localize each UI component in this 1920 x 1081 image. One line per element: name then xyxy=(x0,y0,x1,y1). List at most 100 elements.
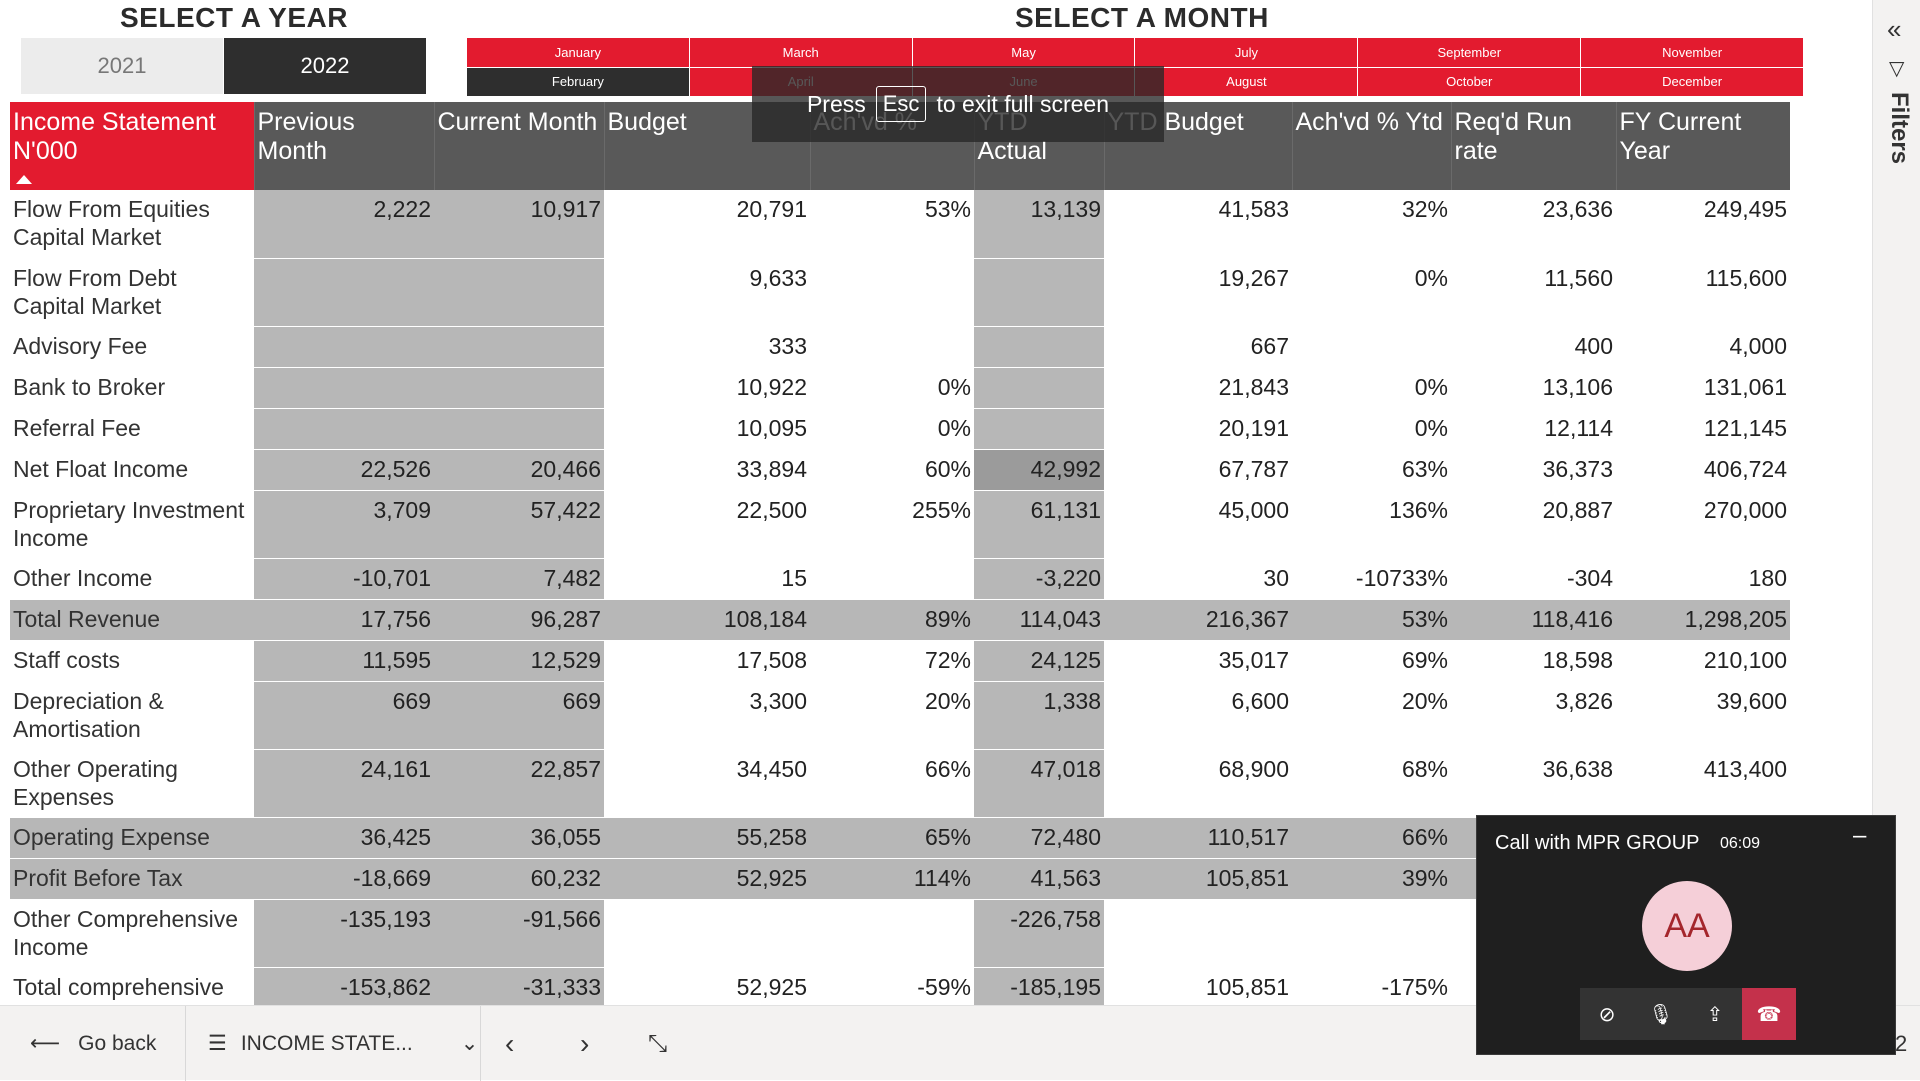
table-cell: 0% xyxy=(1292,258,1451,327)
table-cell: 115,600 xyxy=(1616,258,1790,327)
table-cell: 68,900 xyxy=(1104,749,1292,818)
table-cell: 10,917 xyxy=(434,190,604,259)
table-row[interactable]: Total Revenue 17,756 96,287 108,184 89% 114,0… xyxy=(10,599,1790,641)
table-cell: 20% xyxy=(1292,681,1451,750)
filter-funnel-icon: ▽ xyxy=(1889,58,1905,80)
table-cell: 67,787 xyxy=(1104,449,1292,491)
table-cell: 42,992 xyxy=(974,449,1104,491)
table-row[interactable]: Flow From Debt Capital Market 9,633 19,267… xyxy=(10,258,1790,327)
table-cell: 118,416 xyxy=(1451,599,1616,641)
minimize-call-icon[interactable]: – xyxy=(1853,822,1867,849)
table-cell: 61,131 xyxy=(974,490,1104,559)
table-row[interactable]: Other Operating Expenses 24,161 22,857 34,4… xyxy=(10,749,1790,818)
table-row[interactable]: Depreciation & Amortisation 669 669 3,300 20… xyxy=(10,681,1790,750)
camera-off-button[interactable]: ⊘ xyxy=(1580,988,1634,1040)
expand-filters-icon[interactable]: « xyxy=(1887,14,1902,44)
table-cell: 3,826 xyxy=(1451,681,1616,750)
table-cell: 63% xyxy=(1292,449,1451,491)
column-header-achvd-pct-ytd[interactable]: Ach'vd % Ytd xyxy=(1292,102,1452,190)
month-october[interactable]: October xyxy=(1358,67,1581,96)
table-cell xyxy=(1292,326,1451,368)
month-september[interactable]: September xyxy=(1358,38,1581,67)
table-cell: -175% xyxy=(1292,967,1451,1005)
table-cell: 10,095 xyxy=(604,408,810,450)
table-cell: 33,894 xyxy=(604,449,810,491)
table-cell: 13,106 xyxy=(1451,367,1616,409)
column-header-current-month[interactable]: Current Month xyxy=(434,102,605,190)
go-back-button[interactable]: ⟵ Go back xyxy=(30,1031,157,1056)
table-cell: 15 xyxy=(604,558,810,600)
table-cell: 36,373 xyxy=(1451,449,1616,491)
table-cell: -31,333 xyxy=(434,967,604,1005)
divider xyxy=(185,1006,186,1081)
table-cell: 39% xyxy=(1292,858,1451,900)
table-cell: 210,100 xyxy=(1616,640,1790,682)
table-cell: 12,529 xyxy=(434,640,604,682)
table-cell: 41,583 xyxy=(1104,190,1292,259)
table-row[interactable]: Bank to Broker 10,922 0% 21,843 0% 13,106 131,… xyxy=(10,367,1790,409)
call-window[interactable]: Call with MPR GROUP 06:09 – AA ⊘ 🎙 ⇪ ☎ xyxy=(1476,815,1896,1055)
table-cell xyxy=(810,326,974,368)
list-icon: ☰ xyxy=(208,1032,227,1055)
table-row[interactable]: Other Income -10,701 7,482 15 -3,220 30 -10733… xyxy=(10,558,1790,600)
call-duration: 06:09 xyxy=(1720,835,1761,852)
table-cell: 12,114 xyxy=(1451,408,1616,450)
table-cell xyxy=(974,408,1104,450)
month-may[interactable]: May xyxy=(912,38,1135,67)
year-button-2021[interactable]: 2021 xyxy=(21,38,223,94)
table-cell: 24,161 xyxy=(254,749,434,818)
table-row[interactable]: Flow From Equities Capital Market 2,222 10… xyxy=(10,190,1790,259)
month-november[interactable]: November xyxy=(1581,38,1803,67)
month-december[interactable]: December xyxy=(1581,67,1803,96)
column-header-income-statement[interactable]: Income Statement N'000 xyxy=(10,102,255,190)
end-call-button[interactable]: ☎ xyxy=(1742,988,1796,1040)
table-cell xyxy=(604,899,810,968)
table-cell: 0% xyxy=(1292,408,1451,450)
month-february[interactable]: February xyxy=(467,67,689,96)
table-row[interactable]: Proprietary Investment Income 3,709 57,422… xyxy=(10,490,1790,559)
table-cell: 20,887 xyxy=(1451,490,1616,559)
page-selector[interactable]: ☰ INCOME STATE... ⌄ xyxy=(208,1031,479,1056)
year-button-2022[interactable]: 2022 xyxy=(224,38,426,94)
filters-label[interactable]: Filters xyxy=(1886,92,1913,165)
column-header-fy-current-year[interactable]: FY Current Year xyxy=(1616,102,1790,190)
sort-ascending-icon xyxy=(16,175,32,184)
table-row[interactable]: Staff costs 11,595 12,529 17,508 72% 24,125 35… xyxy=(10,640,1790,682)
table-row[interactable]: Advisory Fee 333 667 400 4,000 xyxy=(10,326,1790,368)
microphone-button[interactable]: 🎙 xyxy=(1634,988,1688,1040)
row-label: Other Income xyxy=(10,558,254,600)
column-header-budget[interactable]: Budget xyxy=(604,102,811,190)
row-label: Total comprehensive xyxy=(10,967,254,1005)
row-label: Advisory Fee xyxy=(10,326,254,368)
month-march[interactable]: March xyxy=(689,38,912,67)
table-cell xyxy=(810,899,974,968)
table-cell: 53% xyxy=(810,190,974,259)
table-cell: 18,598 xyxy=(1451,640,1616,682)
table-cell: 52,925 xyxy=(604,858,810,900)
table-cell: 413,400 xyxy=(1616,749,1790,818)
month-july[interactable]: July xyxy=(1135,38,1358,67)
previous-page-button[interactable]: ‹ xyxy=(505,1006,514,1081)
table-cell: 4,000 xyxy=(1616,326,1790,368)
column-header-reqd-run-rate[interactable]: Req'd Run rate xyxy=(1451,102,1617,190)
table-cell: 0% xyxy=(810,367,974,409)
exit-fullscreen-button[interactable]: ⤡ xyxy=(648,1006,667,1081)
table-cell xyxy=(974,367,1104,409)
column-header-previous-month[interactable]: Previous Month xyxy=(254,102,435,190)
table-cell: 121,145 xyxy=(1616,408,1790,450)
table-cell: 72,480 xyxy=(974,817,1104,859)
share-screen-button[interactable]: ⇪ xyxy=(1688,988,1742,1040)
table-cell: 3,709 xyxy=(254,490,434,559)
month-january[interactable]: January xyxy=(467,38,689,67)
next-page-button[interactable]: › xyxy=(580,1006,589,1081)
hang-up-icon: ☎ xyxy=(1756,1003,1782,1026)
table-row[interactable]: Net Float Income 22,526 20,466 33,894 60% 42,… xyxy=(10,449,1790,491)
table-cell: 20% xyxy=(810,681,974,750)
table-cell xyxy=(254,367,434,409)
page-number: 2 xyxy=(1895,1030,1908,1056)
table-cell: 105,851 xyxy=(1104,967,1292,1005)
table-cell: 110,517 xyxy=(1104,817,1292,859)
month-august[interactable]: August xyxy=(1135,67,1358,96)
table-cell: 0% xyxy=(810,408,974,450)
table-row[interactable]: Referral Fee 10,095 0% 20,191 0% 12,114 121,14… xyxy=(10,408,1790,450)
